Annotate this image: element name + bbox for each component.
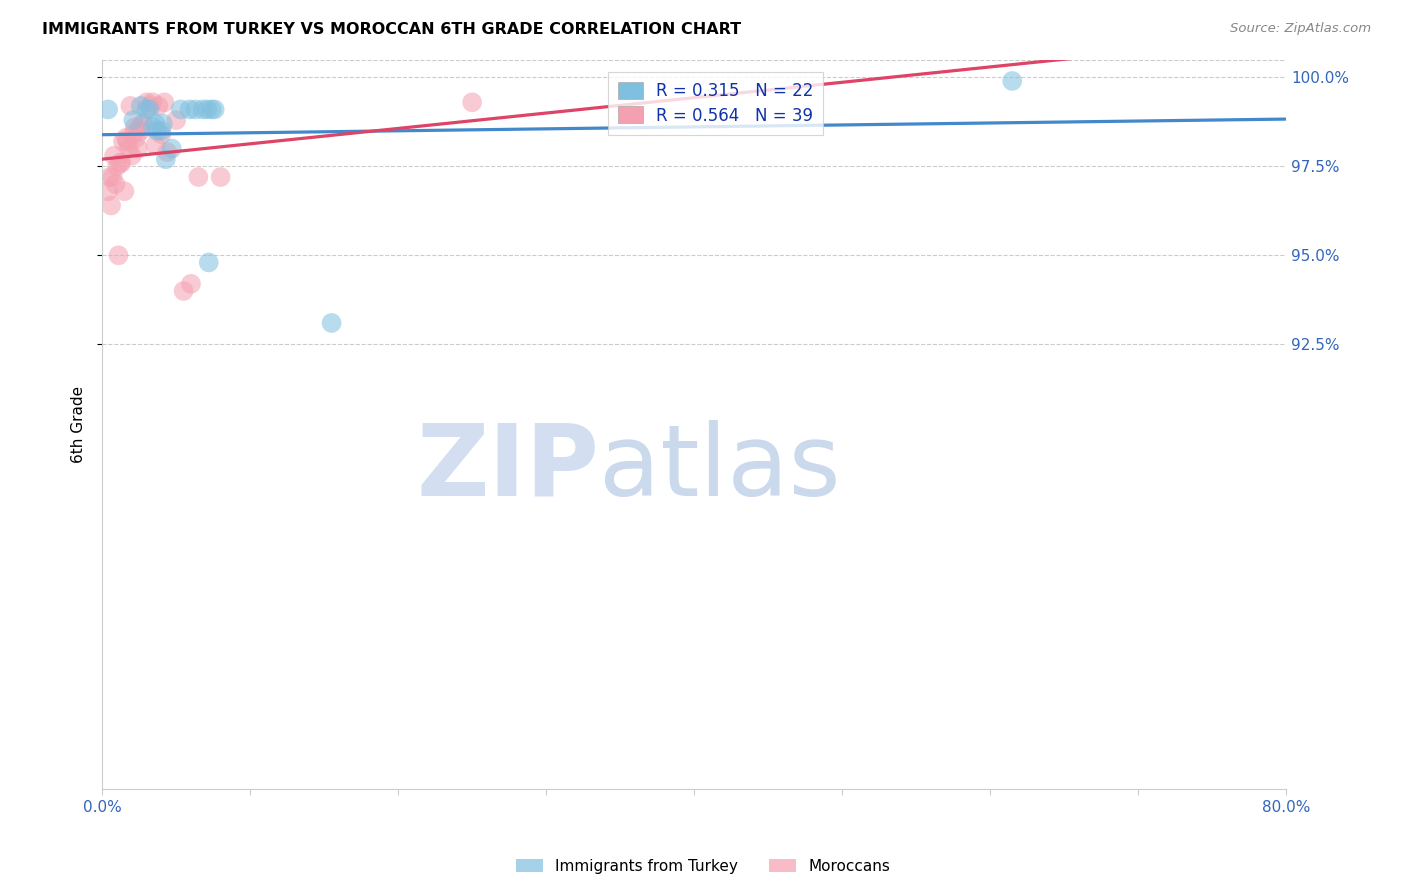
Point bbox=[152, 117, 174, 131]
Point bbox=[127, 142, 149, 156]
Point bbox=[115, 131, 138, 145]
Point bbox=[150, 128, 173, 142]
Point bbox=[138, 99, 160, 113]
Text: IMMIGRANTS FROM TURKEY VS MOROCCAN 6TH GRADE CORRELATION CHART: IMMIGRANTS FROM TURKEY VS MOROCCAN 6TH G… bbox=[42, 22, 741, 37]
Point bbox=[107, 248, 129, 262]
Point bbox=[135, 95, 157, 110]
Point bbox=[101, 169, 124, 184]
Point bbox=[131, 117, 153, 131]
Point bbox=[100, 198, 122, 212]
Point bbox=[118, 142, 141, 156]
Point bbox=[155, 153, 177, 167]
Point bbox=[321, 316, 343, 330]
Point bbox=[173, 284, 195, 298]
Point bbox=[141, 120, 163, 135]
Point bbox=[121, 149, 143, 163]
Point bbox=[122, 113, 145, 128]
Text: Source: ZipAtlas.com: Source: ZipAtlas.com bbox=[1230, 22, 1371, 36]
Legend: Immigrants from Turkey, Moroccans: Immigrants from Turkey, Moroccans bbox=[509, 853, 897, 880]
Point bbox=[138, 103, 160, 117]
Point bbox=[103, 149, 125, 163]
Point bbox=[128, 120, 150, 135]
Point bbox=[145, 117, 167, 131]
Point bbox=[150, 124, 173, 138]
Y-axis label: 6th Grade: 6th Grade bbox=[72, 386, 86, 463]
Point bbox=[148, 99, 170, 113]
Point bbox=[125, 131, 148, 145]
Text: atlas: atlas bbox=[599, 419, 841, 516]
Point bbox=[195, 103, 218, 117]
Point bbox=[204, 103, 226, 117]
Point bbox=[184, 103, 207, 117]
Point bbox=[120, 99, 142, 113]
Point bbox=[117, 135, 139, 149]
Legend: R = 0.315   N = 22, R = 0.564   N = 39: R = 0.315 N = 22, R = 0.564 N = 39 bbox=[607, 71, 824, 135]
Point bbox=[112, 184, 135, 198]
Point bbox=[160, 142, 183, 156]
Point bbox=[132, 117, 155, 131]
Point bbox=[169, 103, 191, 117]
Point bbox=[153, 95, 176, 110]
Point bbox=[129, 124, 152, 138]
Point bbox=[104, 177, 127, 191]
Text: ZIP: ZIP bbox=[416, 419, 599, 516]
Point bbox=[129, 99, 152, 113]
Point bbox=[156, 145, 179, 160]
Point bbox=[201, 103, 224, 117]
Point bbox=[461, 95, 484, 110]
Point bbox=[141, 95, 163, 110]
Point bbox=[111, 135, 134, 149]
Point bbox=[187, 169, 209, 184]
Point bbox=[197, 255, 219, 269]
Point bbox=[145, 138, 167, 153]
Point bbox=[124, 120, 146, 135]
Point bbox=[165, 113, 187, 128]
Point bbox=[97, 184, 120, 198]
Point bbox=[179, 103, 201, 117]
Point bbox=[97, 103, 120, 117]
Point bbox=[110, 156, 132, 170]
Point bbox=[98, 169, 121, 184]
Point bbox=[146, 124, 169, 138]
Point bbox=[122, 128, 145, 142]
Point bbox=[209, 169, 232, 184]
Point bbox=[191, 103, 214, 117]
Point bbox=[108, 156, 131, 170]
Point bbox=[180, 277, 202, 291]
Point bbox=[1001, 74, 1024, 88]
Point bbox=[105, 160, 128, 174]
Point bbox=[135, 103, 157, 117]
